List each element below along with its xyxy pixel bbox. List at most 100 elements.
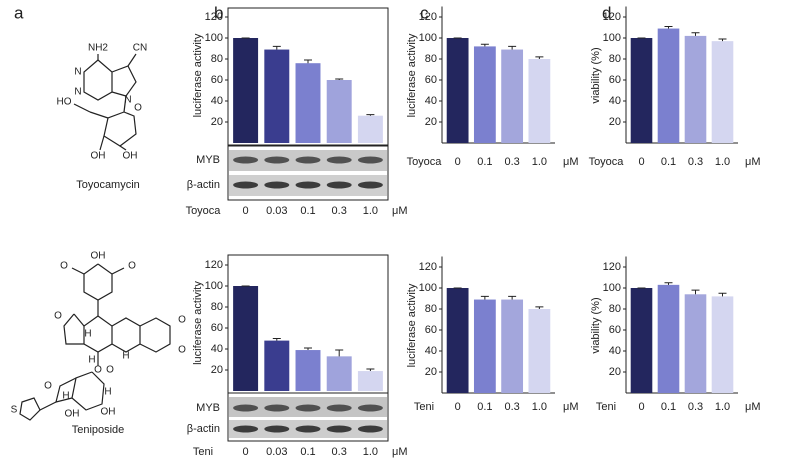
x-tick-label: 1.0 bbox=[363, 446, 378, 458]
x-tick-label: 0.1 bbox=[661, 156, 676, 168]
blot-band bbox=[233, 404, 259, 412]
y-tick-label: 60 bbox=[609, 324, 621, 336]
y-tick-label: 40 bbox=[211, 343, 223, 355]
error-bar bbox=[272, 338, 281, 341]
atom-label: O bbox=[54, 311, 62, 322]
x-tick-label: 0 bbox=[638, 401, 644, 413]
blot-band bbox=[357, 181, 383, 189]
drug-label: Teni bbox=[414, 401, 434, 413]
error-bar bbox=[366, 368, 375, 372]
y-tick-label: 100 bbox=[603, 32, 621, 44]
y-tick-label: 80 bbox=[609, 303, 621, 315]
y-tick-label: 40 bbox=[609, 95, 621, 107]
y-tick-label: 40 bbox=[609, 345, 621, 357]
bar bbox=[657, 28, 680, 143]
error-bar bbox=[272, 45, 281, 50]
x-tick-label: 1.0 bbox=[715, 156, 730, 168]
compound-name: Toyocamycin bbox=[76, 179, 140, 191]
unit-label: μM bbox=[563, 156, 579, 168]
bar bbox=[446, 288, 469, 393]
bar bbox=[233, 38, 259, 143]
atom-label: N bbox=[74, 87, 81, 98]
y-tick-label: 20 bbox=[211, 364, 223, 376]
atom-label: H bbox=[84, 329, 91, 340]
y-tick-label: 120 bbox=[419, 261, 437, 273]
y-tick-label: 80 bbox=[211, 53, 223, 65]
x-tick-label: 1.0 bbox=[532, 401, 547, 413]
x-tick-label: 0 bbox=[638, 156, 644, 168]
y-tick-label: 40 bbox=[425, 345, 437, 357]
drug-label: Teni bbox=[596, 401, 616, 413]
y-tick-label: 20 bbox=[609, 116, 621, 128]
x-tick-label: 1.0 bbox=[363, 205, 378, 217]
y-tick-label: 100 bbox=[419, 32, 437, 44]
y-tick-label: 120 bbox=[205, 11, 223, 23]
x-tick-label: 1.0 bbox=[532, 156, 547, 168]
blot-band bbox=[295, 156, 321, 164]
y-tick-label: 80 bbox=[211, 301, 223, 313]
panel-label: c bbox=[420, 3, 429, 22]
toyocamycin-structure bbox=[73, 53, 137, 151]
error-bar bbox=[480, 43, 489, 47]
blot-top bbox=[227, 145, 389, 201]
blot-band bbox=[233, 156, 259, 164]
atom-label: H bbox=[122, 351, 129, 362]
drug-label: Teni bbox=[193, 446, 213, 458]
y-tick-label: 100 bbox=[205, 32, 223, 44]
blot-bottom bbox=[227, 392, 389, 442]
panel-label: b bbox=[214, 3, 223, 22]
atom-label: CN bbox=[133, 43, 147, 54]
blot-band bbox=[233, 181, 259, 189]
bar bbox=[684, 294, 707, 393]
atom-label: O bbox=[106, 365, 114, 376]
blot-band bbox=[326, 404, 352, 412]
atom-label: OH bbox=[65, 409, 80, 420]
bar bbox=[264, 340, 290, 391]
y-tick-label: 40 bbox=[211, 95, 223, 107]
x-tick-label: 0.1 bbox=[477, 156, 492, 168]
y-axis-label: luciferase activity bbox=[192, 33, 204, 117]
x-tick-label: 0 bbox=[243, 446, 249, 458]
error-bar bbox=[664, 282, 673, 285]
y-tick-label: 100 bbox=[205, 280, 223, 292]
error-bar bbox=[718, 38, 727, 42]
atom-label: O bbox=[128, 261, 136, 272]
x-tick-label: 0.1 bbox=[300, 446, 315, 458]
x-tick-label: 0.3 bbox=[504, 156, 519, 168]
y-axis-label: luciferase activity bbox=[406, 283, 418, 367]
error-bar bbox=[480, 295, 489, 300]
x-tick-label: 0.03 bbox=[266, 446, 287, 458]
bar bbox=[711, 41, 734, 143]
blot-band bbox=[326, 425, 352, 433]
bar bbox=[473, 299, 496, 393]
y-tick-label: 80 bbox=[609, 53, 621, 65]
drug-label: Toyoca bbox=[407, 156, 443, 168]
blot-label: β-actin bbox=[187, 423, 220, 435]
y-tick-label: 60 bbox=[425, 74, 437, 86]
x-tick-label: 0.03 bbox=[266, 205, 287, 217]
bar bbox=[326, 356, 352, 391]
plot-frame bbox=[227, 254, 389, 394]
drug-label: Toyoca bbox=[186, 205, 222, 217]
y-tick-label: 100 bbox=[419, 282, 437, 294]
atom-label: OH bbox=[91, 151, 106, 162]
bar bbox=[501, 299, 524, 393]
y-tick-label: 60 bbox=[211, 322, 223, 334]
atom-label: O bbox=[94, 365, 102, 376]
bar bbox=[711, 296, 734, 393]
blot-band bbox=[295, 425, 321, 433]
drug-label: Toyoca bbox=[589, 156, 625, 168]
atom-label: O bbox=[178, 345, 186, 356]
blot-band bbox=[357, 425, 383, 433]
bar bbox=[326, 80, 352, 143]
error-bar bbox=[718, 292, 727, 297]
x-tick-label: 1.0 bbox=[715, 401, 730, 413]
y-tick-label: 80 bbox=[425, 53, 437, 65]
blot-band bbox=[264, 404, 290, 412]
error-bar bbox=[664, 25, 673, 29]
y-tick-label: 60 bbox=[211, 74, 223, 86]
y-axis-label: luciferase activity bbox=[192, 281, 204, 365]
atom-label: OH bbox=[123, 151, 138, 162]
error-bar bbox=[508, 295, 517, 300]
error-bar bbox=[366, 114, 375, 116]
